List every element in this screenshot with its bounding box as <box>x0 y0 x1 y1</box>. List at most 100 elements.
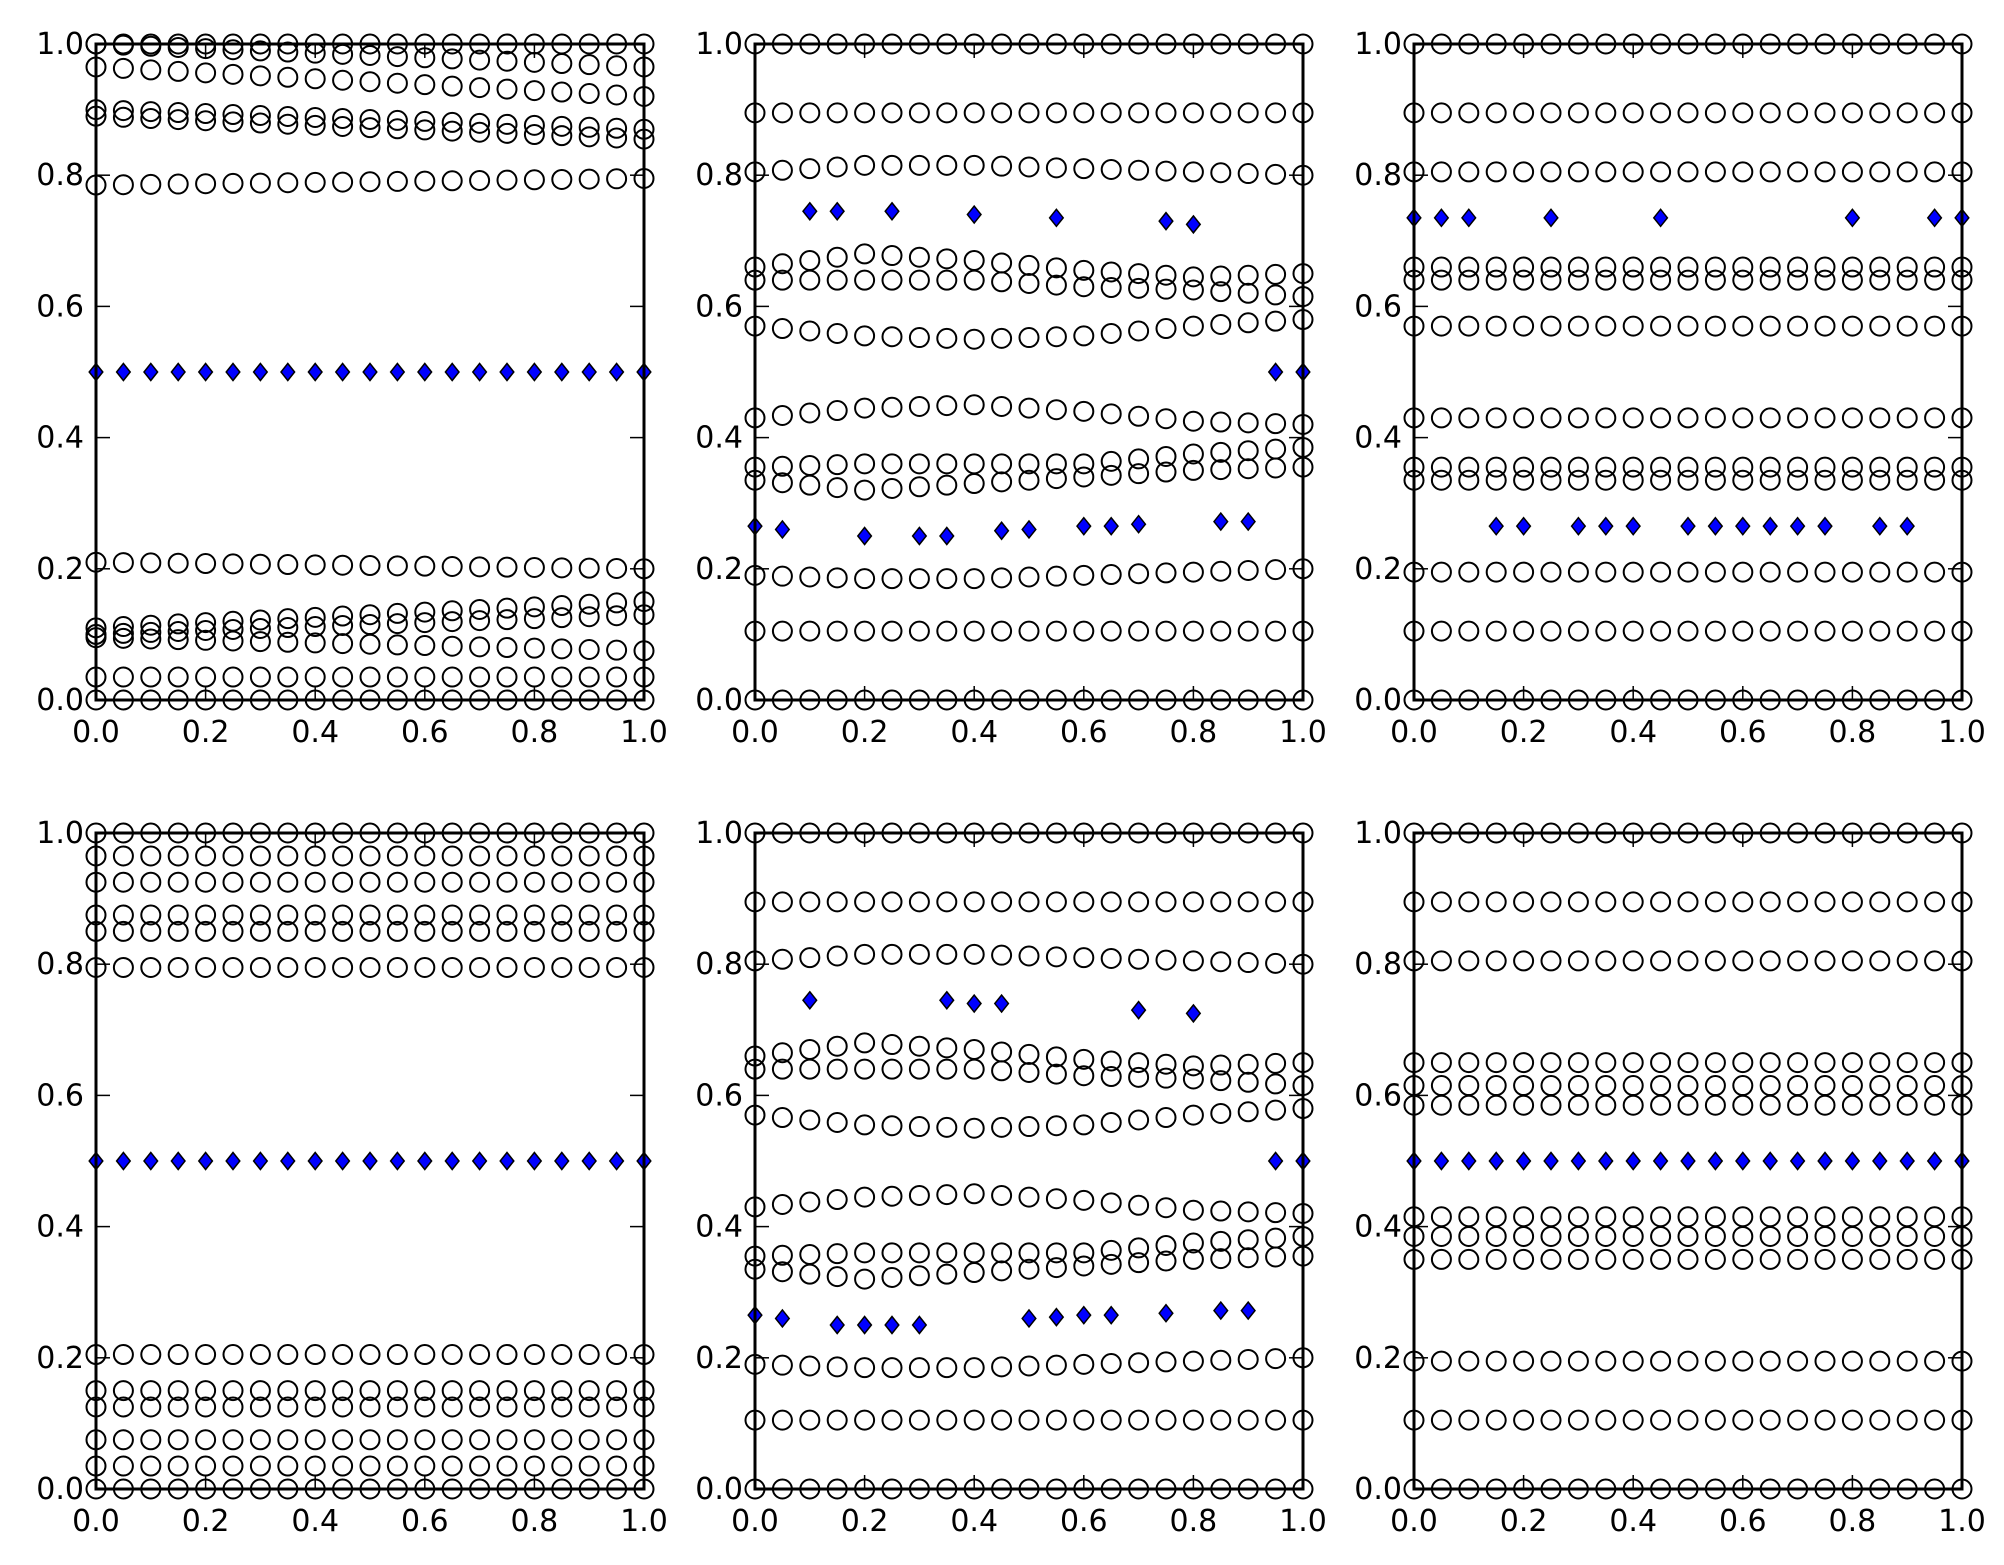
data-point-circle <box>1924 561 1946 583</box>
data-point-circle <box>1704 1409 1726 1431</box>
data-point-circle <box>1210 1200 1232 1222</box>
data-point-circle <box>140 59 162 81</box>
data-point-circle <box>140 956 162 978</box>
data-point-circle <box>1650 315 1672 337</box>
data-point-circle <box>881 891 903 913</box>
data-point-circle <box>1210 1054 1232 1076</box>
data-point-circle <box>1567 561 1589 583</box>
data-point-circle <box>222 610 244 632</box>
data-point-circle <box>222 845 244 867</box>
data-point-circle <box>1924 1248 1946 1270</box>
data-point-circle <box>1485 1409 1507 1431</box>
tick-marks <box>95 43 645 701</box>
data-point-circle <box>1595 1206 1617 1228</box>
x-tick-label: 0.4 <box>291 1504 339 1539</box>
data-point-circle <box>881 1058 903 1080</box>
data-point-circle <box>1045 620 1067 642</box>
data-point-circle <box>249 617 271 639</box>
data-point-circle <box>1210 441 1232 463</box>
data-point-circle <box>112 622 134 644</box>
data-point-circle <box>496 1429 518 1451</box>
data-point-circle <box>1513 891 1535 913</box>
data-point-circle <box>1787 407 1809 429</box>
data-point-circle <box>1540 1350 1562 1372</box>
data-point-circle <box>332 1396 354 1418</box>
y-tick-label: 0.4 <box>36 1210 84 1245</box>
data-point-circle <box>222 172 244 194</box>
x-tick-label: 0.0 <box>72 715 120 750</box>
data-point-circle <box>1513 456 1535 478</box>
data-point-circle <box>1924 315 1946 337</box>
data-point-circle <box>523 637 545 659</box>
data-point-circle <box>1814 1248 1836 1270</box>
data-point-circle <box>523 169 545 191</box>
data-point-diamond <box>197 1151 214 1171</box>
data-point-circle <box>1841 456 1863 478</box>
data-point-circle <box>332 904 354 926</box>
data-point-circle <box>1540 950 1562 972</box>
data-point-circle <box>1265 1202 1287 1224</box>
data-point-circle <box>578 1455 600 1477</box>
data-point-circle <box>1540 1206 1562 1228</box>
data-point-diamond <box>1707 516 1724 536</box>
data-point-circle <box>1485 1075 1507 1097</box>
data-point-circle <box>826 477 848 499</box>
data-point-circle <box>1595 620 1617 642</box>
data-point-circle <box>1759 891 1781 913</box>
data-point-circle <box>826 102 848 124</box>
data-point-circle <box>881 1266 903 1288</box>
data-point-circle <box>1458 456 1480 478</box>
data-point-circle <box>1650 950 1672 972</box>
diamond-markers <box>747 990 1311 1335</box>
data-point-circle <box>1018 1186 1040 1208</box>
data-point-diamond <box>554 1151 570 1171</box>
data-point-circle <box>1869 561 1891 583</box>
data-point-circle <box>1182 161 1204 183</box>
data-point-circle <box>771 253 793 275</box>
data-point-circle <box>1485 1350 1507 1372</box>
data-point-circle <box>1896 1075 1918 1097</box>
data-point-circle <box>1485 620 1507 642</box>
data-point-diamond <box>774 519 791 540</box>
data-point-circle <box>1732 1409 1754 1431</box>
data-point-circle <box>1924 256 1946 278</box>
data-point-circle <box>1732 1206 1754 1228</box>
data-point-circle <box>332 845 354 867</box>
data-point-circle <box>1018 469 1040 491</box>
data-point-circle <box>414 1380 436 1402</box>
data-point-diamond <box>1048 1307 1065 1327</box>
data-point-circle <box>359 1429 381 1451</box>
data-point-circle <box>222 1380 244 1402</box>
data-point-circle <box>771 620 793 642</box>
data-point-circle <box>332 956 354 978</box>
data-point-circle <box>551 595 573 617</box>
data-point-circle <box>826 246 848 268</box>
data-point-circle <box>799 1263 821 1285</box>
data-point-circle <box>1759 1094 1781 1116</box>
data-point-circle <box>991 1060 1013 1082</box>
data-point-circle <box>1759 1052 1781 1074</box>
data-point-circle <box>1622 1248 1644 1270</box>
y-tick-label: 0.6 <box>695 289 743 324</box>
data-point-circle <box>441 635 463 657</box>
data-point-circle <box>304 920 326 942</box>
data-point-circle <box>1841 102 1863 124</box>
data-point-diamond <box>389 1151 406 1171</box>
data-point-diamond <box>1652 208 1669 228</box>
data-point-circle <box>1513 102 1535 124</box>
data-point-circle <box>195 904 217 926</box>
data-point-circle <box>1458 1052 1480 1074</box>
data-point-circle <box>606 117 628 139</box>
data-point-diamond <box>1213 1300 1229 1321</box>
data-point-circle <box>936 891 958 913</box>
data-point-circle <box>1567 1075 1589 1097</box>
data-point-circle <box>771 1193 793 1215</box>
data-point-circle <box>908 1265 930 1287</box>
data-point-circle <box>991 471 1013 493</box>
data-point-circle <box>1458 1350 1480 1372</box>
data-point-circle <box>1622 891 1644 913</box>
data-point-circle <box>1704 469 1726 491</box>
data-point-diamond <box>1240 1300 1256 1321</box>
data-point-circle <box>1073 102 1095 124</box>
diamond-markers <box>1406 1151 1970 1171</box>
